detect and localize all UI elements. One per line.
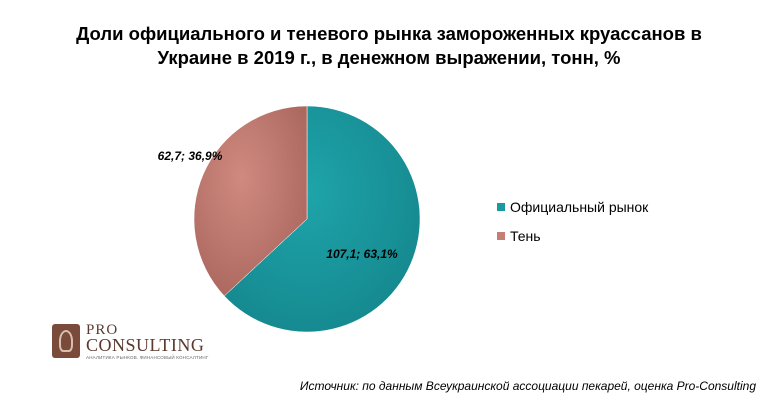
pro-consulting-logo: PRO CONSULTING АНАЛИТИКА РЫНКОВ. ФИНАНСО… [52,320,212,362]
legend-label-official: Официальный рынок [510,199,649,215]
chart-title-line-2: Украине в 2019 г., в денежном выражении,… [157,47,621,68]
chart-title-line-1: Доли официального и теневого рынка замор… [76,23,702,44]
pie-slice-shadow [193,105,308,297]
horse-head-logo-icon [52,324,80,358]
legend-item-shadow: Тень [497,228,648,244]
legend: Официальный рынок Тень [497,199,648,257]
legend-swatch-shadow [497,232,505,240]
logo-tagline: АНАЛИТИКА РЫНКОВ. ФИНАНСОВЫЙ КОНСАЛТИНГ [86,355,209,360]
pie-slice-official [223,105,421,333]
logo-pro-text: PRO [86,322,119,338]
data-label-shadow: 62,7; 36,9% [158,149,223,163]
data-label-official: 107,1; 63,1% [326,247,398,261]
legend-swatch-official [497,203,505,211]
chart-title: Доли официального и теневого рынка замор… [20,22,758,70]
legend-label-shadow: Тень [510,228,541,244]
legend-item-official: Официальный рынок [497,199,648,215]
source-note: Источник: по данным Всеукраинской ассоци… [299,379,756,393]
logo-consulting-text: CONSULTING [86,335,205,355]
